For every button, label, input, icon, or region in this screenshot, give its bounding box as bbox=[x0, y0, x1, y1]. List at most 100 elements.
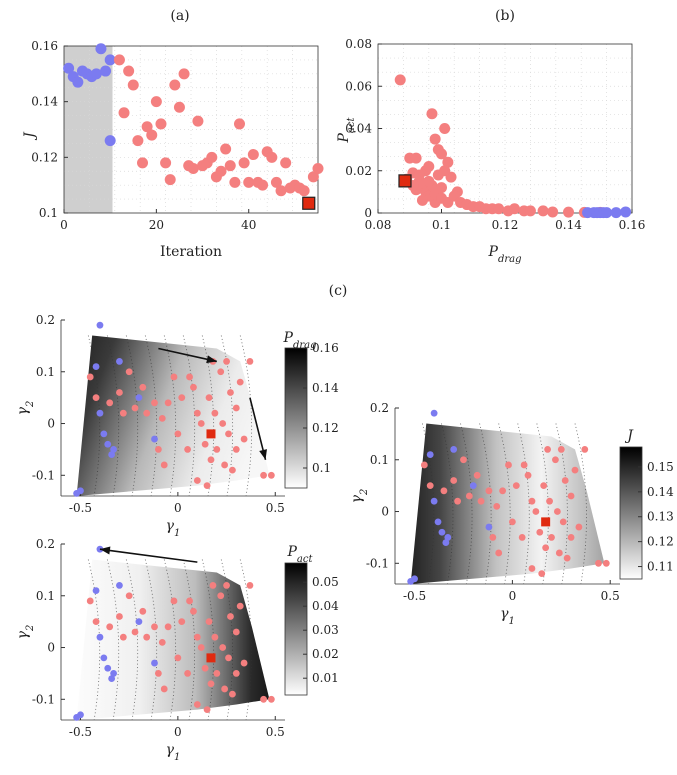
colorbar-tick-label: 0.1 bbox=[312, 461, 331, 475]
optimized-point bbox=[119, 633, 127, 641]
optimized-point bbox=[203, 482, 211, 490]
contour-line bbox=[239, 335, 253, 497]
trend-arrow bbox=[249, 397, 267, 460]
initial-point bbox=[73, 490, 80, 497]
optimized-point bbox=[213, 670, 221, 677]
optimized-point bbox=[184, 446, 192, 453]
y-tick-label: 0 bbox=[47, 417, 55, 431]
initial-point bbox=[434, 518, 442, 526]
ylabel-gamma2-sub: 2 bbox=[25, 625, 36, 632]
y-tick-label: 0.02 bbox=[345, 164, 372, 178]
panel-label-c: (c) bbox=[329, 283, 348, 299]
x-tick-label: -0.5 bbox=[69, 501, 92, 515]
optimized-point bbox=[178, 68, 190, 80]
optimized-point bbox=[267, 695, 275, 703]
optimized-point bbox=[493, 203, 505, 215]
optimized-point bbox=[307, 171, 319, 183]
x-tick-label: 0 bbox=[60, 218, 68, 232]
optimized-point bbox=[442, 156, 454, 168]
optimized-point bbox=[106, 623, 114, 631]
optimized-point bbox=[571, 466, 579, 474]
optimized-point bbox=[225, 430, 232, 438]
xlabel-b-main: P bbox=[488, 244, 499, 260]
initial-point bbox=[92, 587, 100, 594]
optimized-point bbox=[499, 487, 507, 495]
optimized-point bbox=[201, 440, 209, 448]
optimized-point bbox=[190, 607, 197, 615]
initial-point bbox=[100, 654, 108, 662]
y-tick-label: 0.2 bbox=[370, 401, 389, 415]
colorbar-tick-label: 0.15 bbox=[647, 460, 674, 474]
y-tick-label: -0.1 bbox=[366, 556, 389, 570]
initial-point bbox=[116, 358, 123, 365]
xlabel-gamma1-main: γ bbox=[166, 518, 175, 534]
contour-line bbox=[517, 423, 530, 585]
optimized-point bbox=[563, 206, 574, 218]
optimized-point bbox=[86, 373, 94, 381]
optimized-point bbox=[229, 690, 236, 698]
initial-point bbox=[430, 409, 438, 417]
y-tick-label: 0.1 bbox=[39, 206, 58, 220]
optimized-point bbox=[92, 618, 100, 626]
ylabel-gamma2-sub: 2 bbox=[359, 489, 370, 496]
initial-point bbox=[620, 206, 632, 218]
optimized-point bbox=[229, 176, 241, 188]
y-tick-label: 0.14 bbox=[31, 95, 58, 109]
x-tick-label: -0.5 bbox=[69, 725, 92, 739]
contour-line bbox=[574, 423, 587, 585]
optimized-point bbox=[193, 477, 201, 484]
optimized-point bbox=[154, 446, 162, 453]
colorbar-label-act-main: P bbox=[286, 544, 297, 560]
contour-line bbox=[182, 559, 196, 721]
initial-point bbox=[95, 43, 107, 55]
optimized-point bbox=[518, 534, 526, 541]
optimized-point bbox=[205, 394, 213, 402]
x-tick-label: 0.5 bbox=[266, 501, 285, 515]
y-tick-label: 0.2 bbox=[36, 313, 55, 327]
optimized-point bbox=[221, 685, 229, 693]
optimized-point bbox=[186, 597, 193, 605]
panel-label-a: (a) bbox=[170, 8, 189, 24]
xlabel-gamma1-main: γ bbox=[500, 606, 509, 622]
optimized-point bbox=[158, 638, 166, 646]
optimized-point bbox=[563, 554, 571, 562]
optimized-point bbox=[547, 206, 559, 218]
optimized-point bbox=[489, 534, 497, 541]
chart-c-j-map: -0.5 0 0.5-0.100.10.2γ1γ20.110.120.130.140… bbox=[349, 401, 674, 627]
optimized-point bbox=[410, 152, 422, 164]
initial-point bbox=[110, 446, 117, 453]
optimized-point bbox=[477, 497, 485, 505]
optimized-point bbox=[528, 565, 536, 572]
colorbar-tick-label: 0.05 bbox=[312, 575, 339, 589]
trend-arrow-head bbox=[99, 546, 111, 555]
colorbar-tick-label: 0.04 bbox=[312, 599, 339, 613]
optimized-point bbox=[557, 446, 565, 453]
xlabel-a: Iteration bbox=[160, 244, 222, 260]
x-tick-label: 0 bbox=[174, 501, 182, 515]
optimized-point bbox=[555, 549, 563, 557]
optimized-point bbox=[205, 618, 213, 626]
optimized-point bbox=[170, 373, 178, 381]
colorbar-tick-label: 0.14 bbox=[312, 381, 339, 395]
xlabel-gamma1: γ1 bbox=[166, 518, 181, 539]
chart-b: 0.08 0.1 0.12 0.14 0.16 0 0.02 0.04 0.06 0.08 Pdra… bbox=[336, 37, 645, 265]
optimized-point bbox=[439, 165, 451, 177]
y-tick-label: 0.16 bbox=[31, 39, 58, 53]
optimized-point bbox=[246, 358, 254, 365]
optimized-point bbox=[223, 582, 230, 589]
optimized-point bbox=[213, 446, 221, 453]
optimized-point bbox=[154, 670, 162, 677]
optimized-point bbox=[146, 129, 158, 141]
initial-point bbox=[450, 446, 458, 453]
y-tick-label: 0.1 bbox=[36, 589, 55, 603]
optimized-point bbox=[532, 508, 540, 515]
contour-line bbox=[498, 423, 511, 585]
x-tick-label: 0.16 bbox=[619, 218, 646, 232]
y-tick-label: 0 bbox=[364, 206, 372, 220]
optimized-point bbox=[219, 644, 227, 651]
colorbar-label-j: J bbox=[624, 428, 634, 444]
initial-point bbox=[100, 65, 112, 77]
ylabel-b-main: P bbox=[336, 133, 352, 144]
panel-label-b: (b) bbox=[495, 8, 515, 24]
optimized-point bbox=[436, 148, 447, 160]
